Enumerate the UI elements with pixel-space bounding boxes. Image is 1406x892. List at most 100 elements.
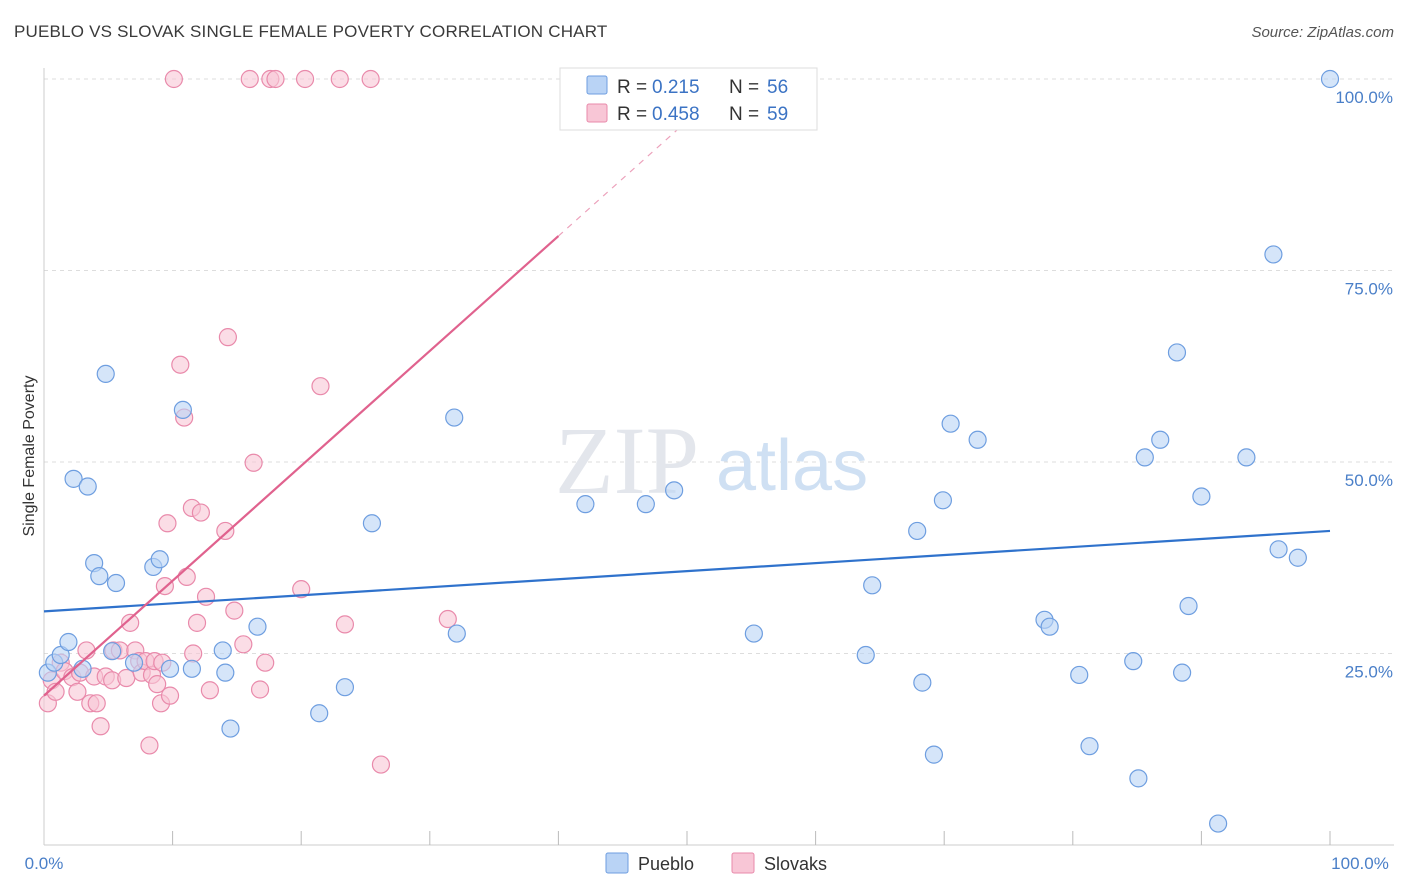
- slovaks-point-26: [148, 675, 167, 694]
- bottom-legend-swatch-pueblo: [605, 852, 629, 874]
- slovaks-point-55: [330, 69, 349, 89]
- grid-lines: [44, 78, 1394, 654]
- pueblo-point-9: [96, 364, 115, 384]
- pueblo-point-32: [863, 576, 882, 595]
- slovaks-point-12: [91, 717, 110, 736]
- chart-title: PUEBLO VS SLOVAK SINGLE FEMALE POVERTY C…: [14, 22, 608, 41]
- legend-swatch-slovaks: [586, 103, 608, 123]
- pueblo-point-37: [941, 414, 960, 433]
- legend-box: R = 0.215 N = 56 R = 0.458 N = 59: [559, 67, 818, 131]
- y-tick-label-75: 75.0%: [1345, 280, 1393, 299]
- pueblo-point-11: [106, 573, 126, 593]
- slovaks-point-53: [295, 69, 315, 89]
- pueblo-series: [38, 69, 1340, 833]
- slovaks-point-35: [177, 567, 196, 587]
- slovaks-point-47: [244, 453, 263, 472]
- x-ticks: [172, 831, 1331, 845]
- bottom-legend-label-pueblo: Pueblo: [638, 854, 694, 874]
- pueblo-point-40: [1040, 617, 1059, 636]
- slovaks-point-54: [311, 377, 330, 396]
- pueblo-point-29: [665, 481, 684, 500]
- slovaks-point-37: [184, 644, 203, 663]
- slovaks-trend-line: [43, 235, 560, 697]
- pueblo-point-14: [150, 550, 169, 569]
- pueblo-point-23: [335, 678, 355, 697]
- slovaks-point-49: [256, 653, 275, 672]
- x-tick-label-max: 100.0%: [1331, 854, 1389, 873]
- legend-n-value-slovaks: 59: [767, 104, 788, 125]
- slovaks-point-40: [196, 587, 216, 606]
- pueblo-point-42: [1080, 737, 1099, 756]
- axes: [43, 68, 1394, 846]
- pueblo-point-22: [310, 704, 329, 723]
- slovaks-series: [38, 69, 457, 774]
- legend-n-value-pueblo: 56: [767, 77, 788, 98]
- pueblo-point-43: [1124, 652, 1143, 671]
- pueblo-point-35: [924, 745, 944, 764]
- bottom-legend-label-slovaks: Slovaks: [764, 854, 827, 874]
- slovaks-point-48: [250, 680, 270, 699]
- pueblo-point-48: [1173, 663, 1192, 682]
- slovaks-point-30: [158, 514, 177, 533]
- slovaks-point-52: [292, 580, 311, 599]
- legend-r-label-pueblo: R =: [617, 77, 647, 98]
- slovaks-point-6: [68, 682, 87, 701]
- pueblo-point-6: [78, 477, 97, 496]
- legend-n-label-pueblo: N =: [729, 77, 759, 98]
- pueblo-point-27: [576, 495, 595, 514]
- slovaks-point-58: [371, 755, 391, 774]
- pueblo-point-41: [1070, 665, 1089, 685]
- slovaks-point-39: [191, 503, 210, 522]
- slovaks-point-57: [361, 69, 380, 89]
- pueblo-point-47: [1167, 343, 1187, 362]
- pueblo-point-50: [1192, 487, 1211, 506]
- pueblo-point-28: [636, 495, 655, 514]
- pueblo-point-4: [64, 469, 83, 488]
- slovaks-point-46: [240, 69, 259, 89]
- legend-n-label-slovaks: N =: [729, 104, 759, 125]
- y-tick-label-50: 50.0%: [1345, 471, 1393, 490]
- pueblo-point-17: [182, 659, 201, 678]
- y-axis-title: Single Female Poverty: [21, 376, 38, 537]
- pueblo-point-56: [1320, 69, 1340, 89]
- x-tick-label-min: 0.0%: [25, 854, 64, 873]
- y-tick-label-25: 25.0%: [1345, 663, 1393, 682]
- pueblo-point-33: [908, 521, 927, 541]
- slovaks-point-32: [164, 69, 183, 89]
- slovaks-point-41: [200, 681, 219, 700]
- y-tick-labels: 25.0% 50.0% 75.0% 100.0%: [1335, 88, 1393, 682]
- pueblo-trend-line: [43, 529, 1331, 613]
- legend-swatch-pueblo: [586, 75, 608, 95]
- slovaks-point-23: [140, 736, 159, 755]
- pueblo-point-24: [362, 514, 382, 533]
- pueblo-point-15: [160, 659, 180, 678]
- pueblo-point-25: [445, 408, 464, 427]
- pueblo-point-12: [124, 653, 144, 672]
- pueblo-point-18: [213, 641, 232, 660]
- pueblo-point-26: [447, 624, 466, 643]
- slovaks-point-33: [171, 355, 190, 374]
- pueblo-point-45: [1135, 448, 1154, 467]
- slovaks-point-51: [266, 69, 285, 89]
- pueblo-point-46: [1151, 430, 1170, 449]
- watermark-atlas: atlas: [716, 426, 868, 506]
- slovaks-point-43: [218, 328, 237, 347]
- pueblo-point-10: [103, 642, 122, 661]
- pueblo-point-8: [90, 567, 109, 586]
- pueblo-point-20: [221, 719, 240, 738]
- slovaks-point-59: [438, 609, 457, 629]
- slovaks-point-17: [117, 668, 136, 688]
- slovaks-point-45: [234, 635, 253, 654]
- pueblo-point-36: [933, 491, 953, 510]
- pueblo-point-52: [1237, 448, 1256, 467]
- pueblo-point-53: [1264, 245, 1283, 264]
- pueblo-point-31: [856, 645, 875, 665]
- pueblo-point-30: [744, 624, 763, 643]
- pueblo-point-34: [913, 673, 932, 692]
- legend-r-label-slovaks: R =: [617, 104, 647, 125]
- pueblo-point-19: [216, 663, 235, 682]
- slovaks-point-42: [216, 521, 235, 541]
- pueblo-point-44: [1129, 769, 1148, 788]
- watermark: ZIP atlas: [555, 407, 868, 514]
